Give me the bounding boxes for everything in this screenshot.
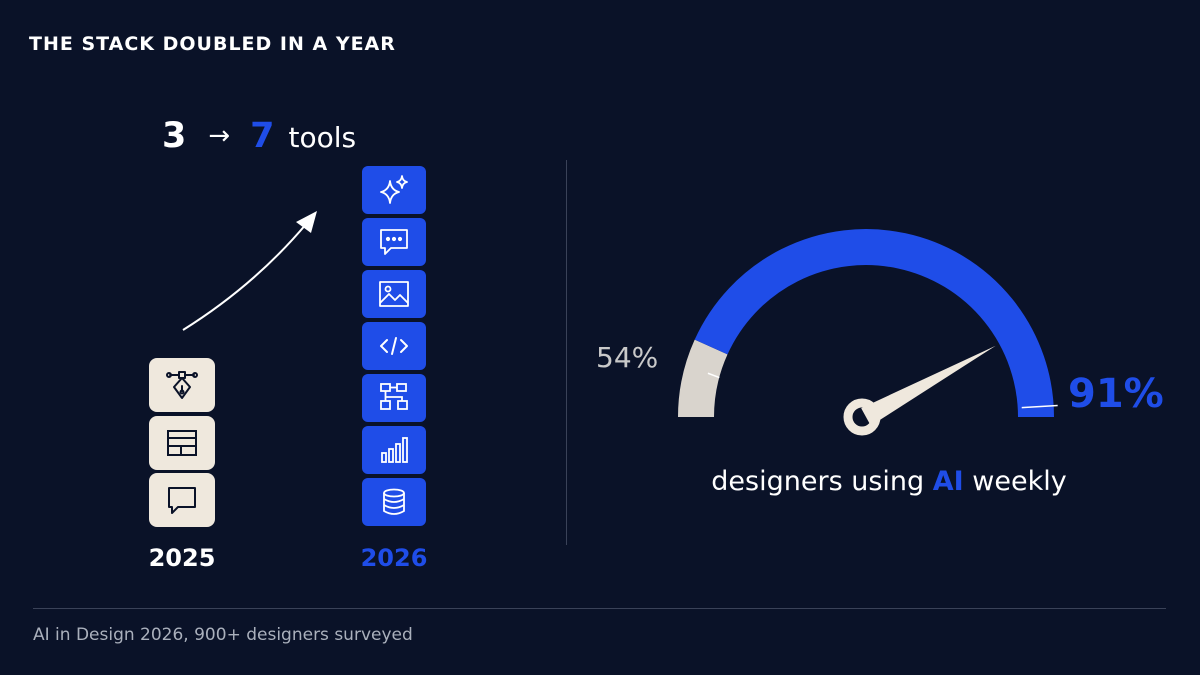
gauge-arc-value <box>694 229 1054 418</box>
tool-tile-flowchart <box>362 374 426 422</box>
caption-highlight: AI <box>932 466 964 497</box>
tool-tile-layout <box>149 416 215 470</box>
message-icon <box>168 487 196 514</box>
gauge-arc-baseline <box>678 339 728 418</box>
tool-tile-code <box>362 322 426 370</box>
database-icon <box>383 488 405 515</box>
year-label-2025: 2025 <box>148 544 216 572</box>
gauge-start-label: 54% <box>596 341 659 374</box>
image-icon <box>379 281 409 307</box>
year-label-2026: 2026 <box>360 544 428 572</box>
headline-arrow-icon: → <box>208 121 231 151</box>
gauge-hub <box>843 398 881 436</box>
flowchart-icon <box>380 383 408 410</box>
tool-tile-pen <box>149 358 215 412</box>
tools-count-after: 7 <box>250 116 275 156</box>
vertical-divider <box>566 160 567 545</box>
gauge-end-label: 91% <box>1068 371 1164 417</box>
gauge-needle <box>861 345 996 426</box>
footer-divider <box>33 608 1166 609</box>
tool-tile-chat <box>362 218 426 266</box>
tools-headline: 3 → 7 tools <box>162 116 356 156</box>
chat-dots-icon <box>380 229 408 255</box>
chart-title: THE STACK DOUBLED IN A YEAR <box>29 33 396 55</box>
tool-tile-database <box>362 478 426 526</box>
tool-tile-sparkles <box>362 166 426 214</box>
tools-count-before: 3 <box>162 116 187 156</box>
gauge-tick-start <box>707 372 720 379</box>
pen-tool-icon <box>166 371 198 399</box>
layout-icon <box>167 430 197 456</box>
source-footnote: AI in Design 2026, 900+ designers survey… <box>33 625 413 645</box>
gauge-caption: designers using AI weekly <box>600 466 1178 497</box>
bar-chart-icon <box>381 437 408 463</box>
tools-unit-label: tools <box>288 121 357 154</box>
tool-tile-message <box>149 473 215 527</box>
sparkles-icon <box>380 175 408 204</box>
tool-tile-image <box>362 270 426 318</box>
caption-pre: designers using <box>711 466 933 497</box>
code-icon <box>380 337 408 355</box>
tool-tile-chart <box>362 426 426 474</box>
caption-post: weekly <box>963 466 1067 497</box>
gauge-tick-end <box>1021 404 1058 409</box>
